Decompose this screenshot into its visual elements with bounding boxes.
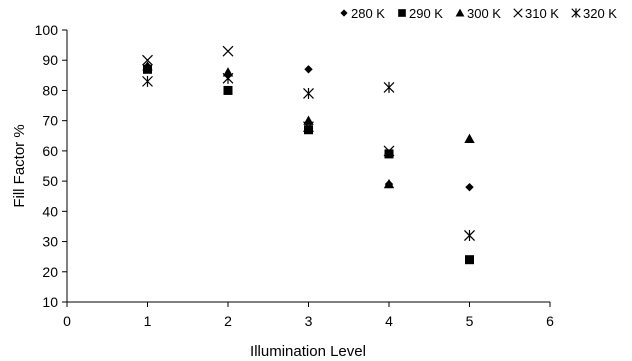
y-tick-label: 50 bbox=[42, 173, 58, 189]
data-point bbox=[303, 115, 314, 125]
data-point bbox=[142, 54, 153, 66]
legend-label: 280 K bbox=[351, 6, 385, 21]
data-point bbox=[304, 65, 313, 74]
data-point bbox=[465, 182, 474, 192]
x-tick-label: 2 bbox=[224, 313, 232, 329]
data-point bbox=[383, 81, 395, 93]
legend-marker bbox=[398, 9, 406, 17]
x-tick-label: 0 bbox=[63, 313, 71, 329]
legend-marker bbox=[571, 8, 581, 18]
x-tick-label: 4 bbox=[385, 313, 393, 329]
y-tick-label: 90 bbox=[42, 52, 58, 68]
data-point bbox=[223, 85, 233, 95]
data-point bbox=[383, 178, 395, 189]
legend-item: 310 K bbox=[513, 6, 559, 21]
y-tick-label: 60 bbox=[42, 143, 58, 159]
data-point bbox=[464, 133, 475, 143]
legend-label: 320 K bbox=[583, 6, 617, 21]
y-tick-label: 10 bbox=[42, 294, 58, 310]
legend-marker bbox=[340, 9, 348, 17]
legend-marker bbox=[455, 8, 465, 17]
data-point bbox=[464, 230, 475, 242]
legend: 280 K 290 K 300 K 310 K 320 K bbox=[340, 6, 617, 21]
data-point bbox=[142, 75, 153, 87]
data-point bbox=[142, 61, 153, 71]
data-point bbox=[222, 67, 234, 77]
x-tick-label: 3 bbox=[305, 313, 313, 329]
plot-area: 10 20 30 40 50 60 70 80 90 100 0 1 2 3 4 5 6 bbox=[35, 22, 554, 329]
legend-label: 310 K bbox=[525, 6, 559, 21]
legend-label: 290 K bbox=[409, 6, 443, 21]
y-tick-label: 40 bbox=[42, 203, 58, 219]
y-tick-label: 30 bbox=[42, 234, 58, 250]
data-point bbox=[222, 72, 234, 84]
x-tick-label: 5 bbox=[466, 313, 474, 329]
legend-item: 300 K bbox=[455, 6, 501, 21]
data-point bbox=[222, 45, 234, 57]
y-tick-label: 70 bbox=[42, 113, 58, 129]
data-point bbox=[384, 149, 394, 159]
data-point bbox=[303, 87, 314, 99]
y-tick-label: 80 bbox=[42, 82, 58, 98]
y-axis-title: Fill Factor % bbox=[11, 124, 28, 207]
x-axis-title: Illumination Level bbox=[250, 343, 366, 360]
y-tick-label: 100 bbox=[35, 22, 59, 38]
legend-marker bbox=[513, 8, 523, 18]
data-point bbox=[303, 121, 314, 133]
x-tick-label: 6 bbox=[546, 313, 554, 329]
data-point bbox=[304, 125, 313, 135]
legend-item: 290 K bbox=[398, 6, 443, 21]
data-point bbox=[383, 145, 395, 157]
legend-item: 280 K bbox=[340, 6, 385, 21]
x-tick-label: 1 bbox=[144, 313, 152, 329]
legend-label: 300 K bbox=[467, 6, 501, 21]
data-point bbox=[465, 255, 474, 265]
y-tick-label: 20 bbox=[42, 264, 58, 280]
legend-item: 320 K bbox=[571, 6, 617, 21]
